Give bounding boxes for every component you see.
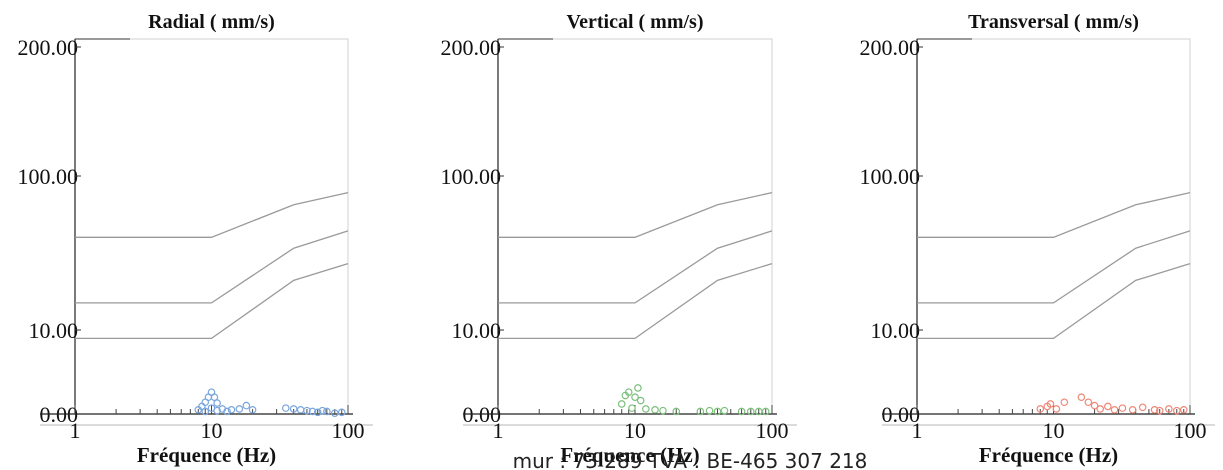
limit-curve	[75, 191, 349, 238]
y-tick-label: 200.00	[18, 35, 79, 60]
data-point	[303, 406, 311, 415]
plot-frame	[74, 38, 349, 415]
y-tick-label: 100.00	[18, 164, 79, 189]
data-point	[1046, 400, 1055, 408]
y-tick-label: 200.00	[860, 35, 921, 60]
chart-title: Vertical ( mm/s)	[567, 11, 704, 33]
data-point	[227, 405, 236, 414]
y-tick-label: 10.00	[29, 318, 79, 343]
data-point	[1150, 405, 1159, 414]
x-tick-label: 10	[624, 418, 646, 443]
data-point	[1090, 401, 1099, 410]
limit-curve	[498, 230, 773, 304]
x-tick-label: 1	[493, 418, 504, 443]
data-point	[235, 405, 244, 413]
x-tick-label: 100	[756, 418, 789, 443]
data-point	[761, 407, 770, 416]
limit-curve	[75, 230, 349, 304]
data-point	[1052, 405, 1061, 413]
y-tick-label: 10.00	[452, 318, 502, 343]
x-tick-label: 100	[1174, 418, 1207, 443]
data-point	[624, 388, 633, 396]
x-axis-label: Fréquence (Hz)	[560, 443, 699, 467]
data-point	[289, 405, 298, 413]
data-point	[1128, 405, 1137, 414]
x-tick-label: 100	[332, 418, 365, 443]
plot-frame	[916, 38, 1191, 415]
data-point	[634, 384, 642, 392]
data-point	[1172, 406, 1181, 415]
data-point	[213, 399, 221, 407]
chart-title: Radial ( mm/s)	[148, 11, 275, 33]
y-tick-label: 100.00	[441, 164, 502, 189]
limit-curve	[498, 262, 773, 340]
data-point	[223, 407, 231, 416]
data-point	[659, 406, 667, 415]
x-tick-label: 10	[201, 418, 223, 443]
data-point	[617, 400, 626, 408]
data-point	[1118, 404, 1127, 412]
data-point	[713, 407, 722, 416]
x-tick-label: 10	[1043, 418, 1065, 443]
data-point	[210, 393, 219, 402]
data-point	[631, 393, 639, 402]
data-point	[296, 405, 305, 414]
data-point	[754, 407, 763, 416]
data-point	[1096, 405, 1105, 413]
chart-title: Transversal ( mm/s)	[968, 11, 1139, 33]
data-point	[636, 396, 645, 405]
limit-curve	[917, 262, 1191, 340]
data-point	[737, 407, 746, 416]
data-point	[318, 406, 327, 415]
data-point	[1165, 405, 1173, 413]
limit-curve	[917, 230, 1191, 304]
data-point	[323, 407, 331, 416]
limit-curve	[498, 191, 773, 238]
data-point	[1036, 405, 1045, 413]
x-axis-label: Fréquence (Hz)	[979, 443, 1118, 467]
data-point	[213, 406, 221, 415]
data-point	[1077, 393, 1086, 402]
data-point	[330, 409, 339, 417]
x-tick-label: 1	[70, 418, 81, 443]
data-point	[1138, 403, 1147, 412]
data-point	[1110, 405, 1119, 414]
data-point	[281, 404, 290, 412]
data-point	[1060, 398, 1069, 407]
plot-frame	[497, 38, 773, 415]
data-point	[337, 408, 346, 417]
x-tick-label: 1	[912, 418, 923, 443]
limit-curve	[917, 191, 1191, 238]
data-point	[720, 406, 729, 415]
data-point	[248, 405, 257, 414]
limit-curve	[75, 262, 349, 340]
data-point	[642, 405, 650, 413]
data-point	[628, 404, 636, 412]
data-point	[1104, 402, 1112, 411]
data-point	[1179, 405, 1188, 414]
data-point	[651, 405, 659, 414]
footer-text: mur : 73 289 TVA : BE-465 307 218	[513, 449, 868, 470]
data-point	[242, 401, 251, 410]
data-point	[313, 408, 322, 417]
x-axis-label: Fréquence (Hz)	[137, 443, 276, 467]
data-point	[705, 406, 714, 415]
data-point	[1084, 398, 1093, 407]
y-tick-label: 100.00	[860, 164, 921, 189]
y-tick-label: 200.00	[441, 35, 502, 60]
data-point	[308, 407, 317, 416]
data-point	[201, 407, 210, 416]
data-point	[746, 407, 755, 416]
y-tick-label: 10.00	[871, 318, 921, 343]
data-point	[696, 407, 705, 416]
data-point	[1155, 406, 1164, 415]
data-point	[672, 407, 681, 416]
